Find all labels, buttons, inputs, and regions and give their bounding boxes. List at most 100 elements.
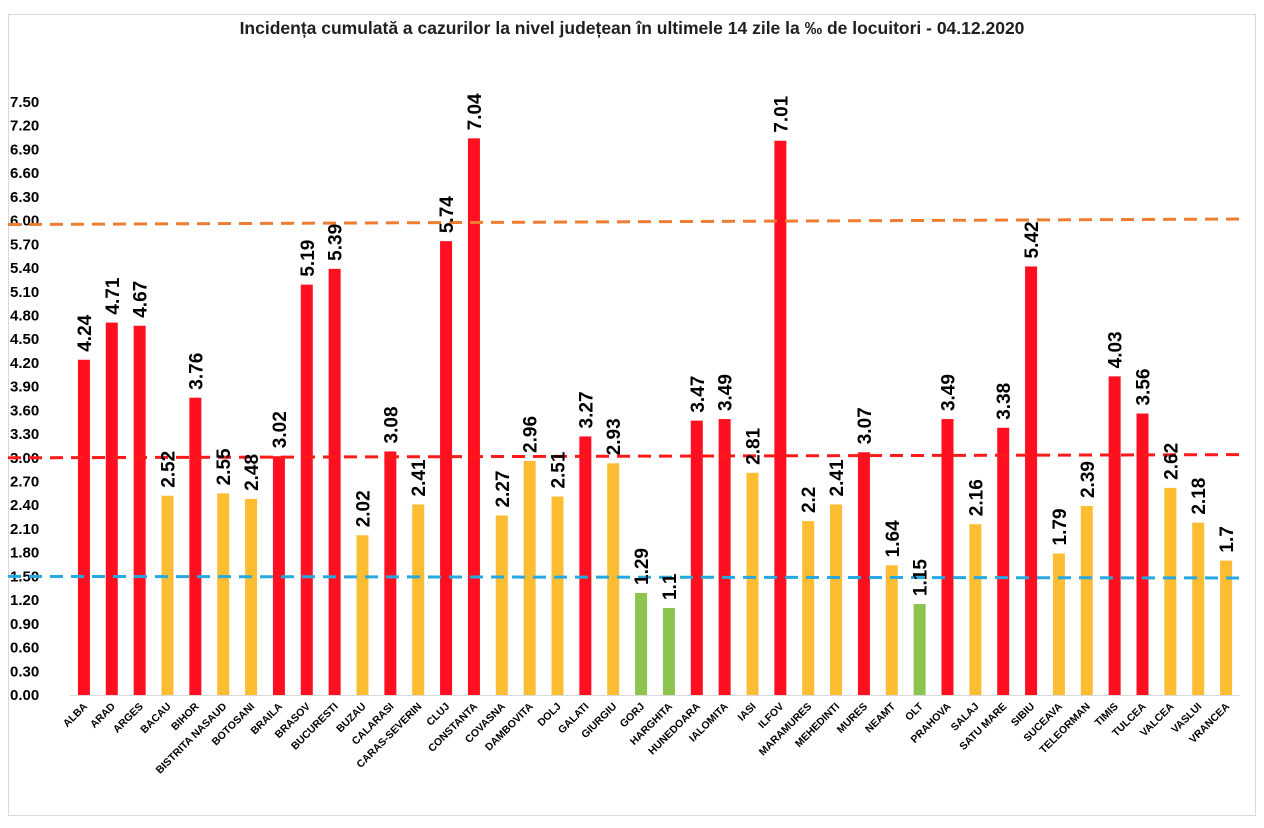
reference-line — [7, 453, 1241, 460]
data-label: 3.49 — [939, 374, 960, 411]
x-tick-label: OLT — [903, 700, 926, 723]
bar — [607, 463, 620, 695]
bar — [272, 456, 285, 695]
data-label: 2.41 — [409, 459, 430, 496]
data-label: 2.2 — [799, 487, 820, 513]
y-tick-label: 3.30 — [10, 426, 39, 443]
data-label: 2.52 — [159, 451, 180, 488]
data-label: 2.51 — [549, 451, 570, 488]
bar — [802, 521, 815, 695]
y-tick-label: 5.40 — [10, 260, 39, 277]
y-tick-label: 1.80 — [10, 545, 39, 562]
bar — [356, 535, 369, 695]
bar — [746, 472, 759, 695]
data-label: 2.96 — [521, 416, 542, 453]
data-label: 1.29 — [632, 548, 653, 585]
y-tick-label: 2.40 — [10, 497, 39, 514]
bar — [217, 493, 230, 695]
bar — [690, 420, 703, 695]
y-tick-label: 0.00 — [10, 687, 39, 704]
data-label: 1.1 — [660, 573, 681, 600]
y-tick-label: 3.60 — [10, 402, 39, 419]
data-label: 2.93 — [604, 418, 625, 455]
data-label: 4.71 — [103, 277, 124, 314]
bar — [997, 427, 1010, 695]
y-tick-label: 4.80 — [10, 307, 39, 324]
data-label: 2.18 — [1189, 478, 1210, 515]
data-label: 4.67 — [131, 281, 152, 318]
bar — [300, 284, 313, 695]
chart-frame — [8, 14, 1256, 816]
bar — [133, 325, 146, 695]
data-label: 1.15 — [911, 559, 932, 596]
data-label: 2.62 — [1161, 443, 1182, 480]
bar — [328, 268, 341, 695]
data-label: 1.79 — [1050, 508, 1071, 545]
bar — [495, 515, 508, 695]
y-tick-label: 6.00 — [10, 213, 39, 230]
data-label: 3.49 — [716, 374, 737, 411]
bar — [384, 451, 397, 695]
bar — [467, 138, 480, 695]
bar — [662, 608, 675, 695]
data-label: 3.56 — [1134, 369, 1155, 406]
data-label: 2.16 — [966, 479, 987, 516]
bar — [551, 496, 564, 695]
bar — [1220, 560, 1233, 695]
data-label: 3.47 — [688, 376, 709, 413]
data-label: 2.48 — [242, 454, 263, 491]
data-label: 7.01 — [771, 95, 792, 132]
y-tick-label: 0.30 — [10, 663, 39, 680]
bar — [412, 504, 425, 695]
data-label: 5.19 — [298, 240, 319, 277]
data-label: 4.24 — [75, 314, 96, 351]
bar — [161, 495, 174, 695]
bar — [1136, 413, 1149, 695]
y-tick-label: 6.60 — [10, 165, 39, 182]
chart-title: Incidența cumulată a cazurilor la nivel … — [239, 18, 1025, 38]
bar — [77, 359, 90, 695]
y-tick-label: 6.30 — [10, 189, 39, 206]
bar — [774, 140, 787, 695]
reference-line — [7, 574, 1241, 580]
bar — [245, 498, 258, 695]
data-label: 5.42 — [1022, 221, 1043, 258]
bar — [941, 419, 954, 695]
y-tick-label: 4.50 — [10, 331, 39, 348]
data-label: 2.81 — [744, 427, 765, 464]
y-tick-label: 1.50 — [10, 568, 39, 585]
data-label: 5.74 — [437, 196, 458, 233]
y-tick-label: 0.90 — [10, 616, 39, 633]
y-tick-label: 4.20 — [10, 355, 39, 372]
x-tick-label: IASI — [736, 701, 759, 724]
data-label: 3.76 — [186, 353, 207, 390]
x-tick-label: ALBA — [61, 700, 90, 729]
data-label: 2.41 — [827, 459, 848, 496]
bar — [718, 419, 731, 695]
data-label: 5.39 — [326, 224, 347, 261]
y-tick-label: 3.00 — [10, 450, 39, 467]
bar — [830, 504, 843, 695]
bar — [1164, 487, 1177, 695]
bar — [885, 565, 898, 695]
y-tick-label: 2.10 — [10, 521, 39, 538]
bar — [1052, 553, 1065, 695]
data-label: 1.64 — [883, 520, 904, 557]
bar — [1080, 506, 1093, 695]
y-tick-label: 2.70 — [10, 474, 39, 491]
bar — [1108, 376, 1121, 695]
y-tick-label: 0.60 — [10, 640, 39, 657]
data-label: 3.38 — [994, 383, 1015, 420]
bar — [189, 397, 202, 695]
y-tick-label: 7.50 — [10, 94, 39, 111]
bar — [579, 436, 592, 695]
x-tick-label: NEAMT — [863, 700, 898, 735]
data-label: 2.27 — [493, 471, 514, 508]
bar — [105, 322, 118, 695]
bar — [1025, 266, 1038, 695]
data-label: 3.07 — [855, 407, 876, 444]
y-tick-label: 7.20 — [10, 118, 39, 135]
y-tick-label: 5.70 — [10, 236, 39, 253]
reference-line — [7, 217, 1241, 227]
data-label: 2.55 — [214, 448, 235, 485]
